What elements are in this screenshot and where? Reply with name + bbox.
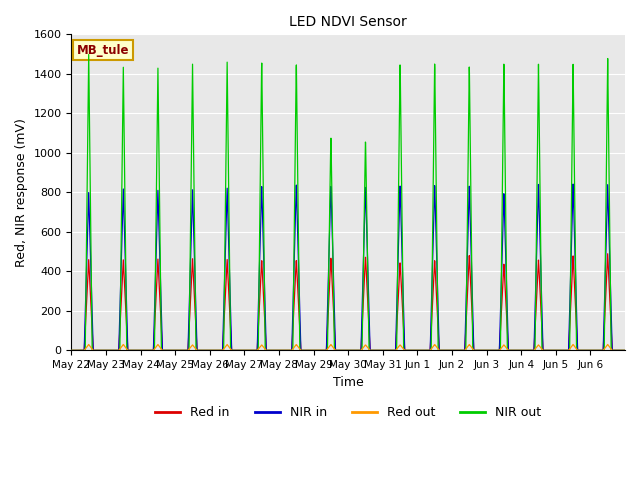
X-axis label: Time: Time bbox=[333, 376, 364, 389]
Y-axis label: Red, NIR response (mV): Red, NIR response (mV) bbox=[15, 118, 28, 267]
Title: LED NDVI Sensor: LED NDVI Sensor bbox=[289, 15, 407, 29]
Text: MB_tule: MB_tule bbox=[77, 44, 129, 57]
Legend: Red in, NIR in, Red out, NIR out: Red in, NIR in, Red out, NIR out bbox=[150, 401, 546, 424]
